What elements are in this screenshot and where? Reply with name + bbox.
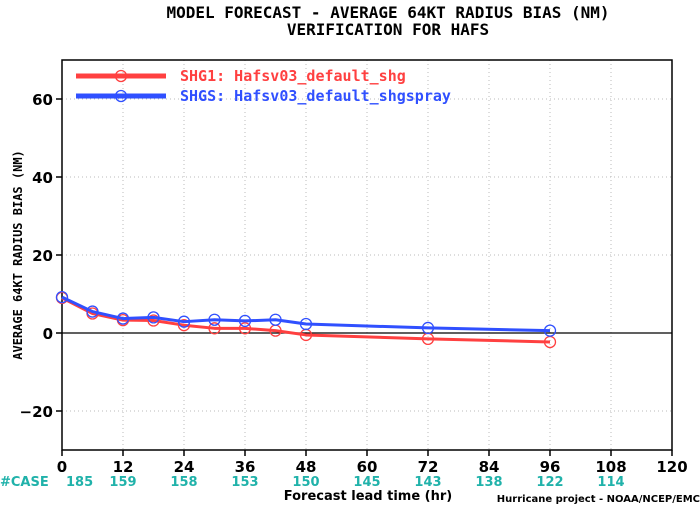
y-axis-ticks: −20 0 20 40 60	[20, 91, 62, 421]
x-tick-label-4: 48	[296, 458, 317, 476]
legend-marker-1	[114, 89, 128, 103]
x-tick-label-7: 84	[479, 458, 500, 476]
series-1-point-0	[55, 290, 69, 304]
case-count-5: 145	[353, 475, 380, 490]
x-tick-label-0: 0	[57, 458, 67, 476]
case-count-9: 114	[597, 475, 624, 490]
case-label: #CASE	[0, 475, 49, 490]
case-count-6: 143	[414, 475, 441, 490]
x-tick-label-6: 72	[418, 458, 439, 476]
case-count-8: 122	[536, 475, 563, 490]
series-1-point-2	[116, 312, 130, 325]
y-tick-label-0: −20	[20, 403, 53, 421]
x-tick-label-9: 108	[595, 458, 626, 476]
x-tick-label-10: 120	[656, 458, 687, 476]
case-count-1: 159	[109, 475, 136, 490]
grid	[62, 60, 672, 450]
case-count-7: 138	[475, 475, 502, 490]
y-tick-label-1: 0	[43, 325, 53, 343]
case-counts: #CASE 185 159 158 153 150 145 143 138 122 114	[0, 475, 625, 490]
legend: SHG1: Hafsv03_default_shg SHGS: Hafsv03_d…	[76, 67, 451, 105]
series-1-point-10	[543, 324, 557, 337]
y-tick-label-2: 20	[32, 247, 53, 265]
x-tick-label-2: 24	[174, 458, 195, 476]
series-line-0	[61, 296, 551, 344]
series-1-point-8	[299, 317, 313, 331]
chart-subtitle: VERIFICATION FOR HAFS	[287, 20, 489, 39]
series-0-point-6	[238, 322, 252, 335]
series-0-point-5	[208, 322, 221, 335]
x-tick-label-1: 12	[113, 458, 134, 476]
series-0-point-3	[147, 314, 160, 327]
x-axis-ticks: 0 12 24 36 48 60 72 84 96 108 120	[57, 450, 688, 476]
legend-label-0: SHG1: Hafsv03_default_shg	[180, 67, 406, 85]
series-0-point-4	[177, 319, 191, 332]
series-1-point-4	[177, 315, 191, 328]
case-count-3: 153	[231, 475, 258, 490]
series-1-point-3	[147, 311, 160, 324]
series-1-point-9	[421, 321, 435, 335]
x-tick-label-5: 60	[357, 458, 378, 476]
legend-label-1: SHGS: Hafsv03_default_shgspray	[180, 87, 451, 105]
case-count-4: 150	[292, 475, 319, 490]
series-layer	[55, 290, 557, 349]
series-1-point-6	[238, 314, 252, 328]
series-line-1	[61, 295, 551, 333]
x-tick-label-3: 36	[235, 458, 256, 476]
series-1-point-5	[208, 313, 221, 326]
case-count-2: 158	[170, 475, 197, 490]
credit-text: Hurricane project - NOAA/NCEP/EMC	[497, 494, 700, 505]
y-tick-label-3: 40	[32, 169, 53, 187]
case-count-0: 185	[66, 475, 93, 490]
legend-marker-0	[114, 69, 128, 83]
chart-title: MODEL FORECAST - AVERAGE 64KT RADIUS BIA…	[166, 3, 609, 22]
y-tick-label-4: 60	[32, 91, 53, 109]
series-1-point-7	[269, 313, 282, 326]
x-axis-label: Forecast lead time (hr)	[284, 489, 452, 504]
x-tick-label-8: 96	[540, 458, 561, 476]
series-1-point-1	[86, 305, 99, 318]
y-axis-label: AVERAGE 64KT RADIUS BIAS (NM)	[11, 150, 25, 360]
